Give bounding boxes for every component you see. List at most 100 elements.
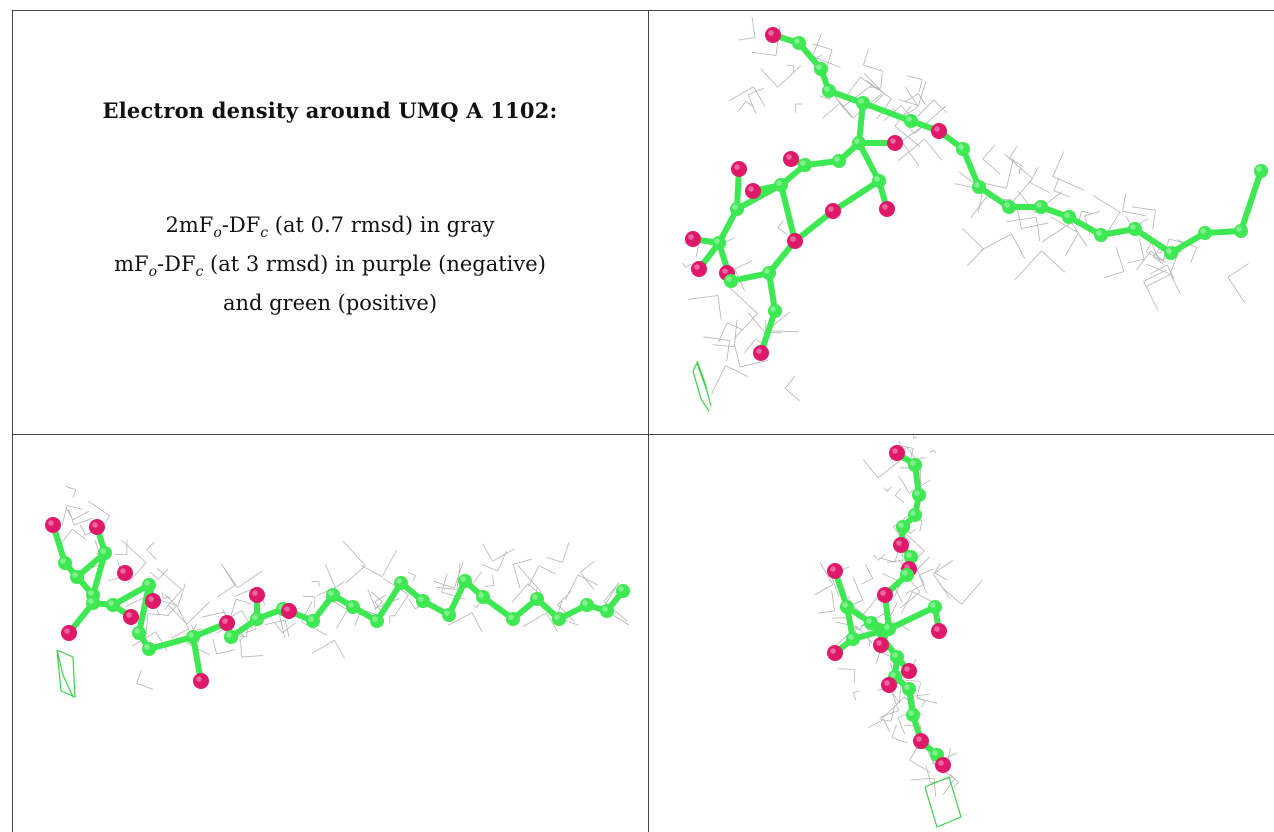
carbon-atom — [762, 266, 776, 280]
mesh-line — [1146, 274, 1171, 287]
atom-highlight — [786, 154, 792, 160]
mesh-line — [900, 445, 914, 449]
mesh-line — [734, 260, 753, 270]
mesh-line — [873, 554, 880, 561]
carbon-atom — [1198, 226, 1212, 240]
mesh-line — [733, 319, 738, 347]
atom-highlight — [134, 628, 140, 634]
carbon-atom — [416, 594, 430, 608]
mesh-line — [1081, 210, 1092, 214]
mesh-line — [777, 227, 788, 235]
atom-highlight — [890, 138, 896, 144]
mesh-line — [164, 594, 178, 607]
mesh-line — [79, 524, 87, 536]
mesh-line — [1041, 250, 1066, 273]
mesh-line — [933, 778, 936, 797]
mesh-line — [484, 585, 494, 587]
mesh-line — [441, 573, 448, 593]
mesh-line — [921, 700, 926, 708]
mesh-line — [733, 313, 758, 339]
mesh-line — [167, 605, 178, 616]
bond — [374, 580, 404, 624]
atom-highlight — [72, 572, 78, 578]
mesh-line — [264, 619, 286, 626]
mesh-line — [127, 562, 147, 583]
mesh-line — [336, 609, 348, 629]
carbon-atom — [832, 154, 846, 168]
mesh-line — [980, 233, 1012, 251]
mesh-line — [982, 144, 996, 160]
mesh-line — [891, 737, 908, 744]
atoms — [685, 27, 1268, 361]
mesh-line — [725, 283, 758, 314]
mesh-line — [877, 458, 902, 479]
carbon-atom — [908, 508, 922, 522]
mesh-line — [441, 591, 466, 600]
mesh-line — [512, 564, 521, 588]
mesh-line — [910, 777, 935, 781]
mesh-line — [819, 562, 834, 585]
mesh-line — [557, 590, 572, 605]
atom-highlight — [904, 666, 910, 672]
atom-highlight — [714, 238, 720, 244]
carbon-atom — [1034, 200, 1048, 214]
mesh-line — [751, 16, 756, 38]
mesh-line — [879, 710, 899, 718]
carbon-atom — [902, 682, 916, 696]
carbon-atom — [896, 520, 910, 534]
mesh-line — [734, 344, 741, 368]
mesh-line — [1115, 246, 1125, 272]
mesh-line — [603, 582, 620, 602]
mesh-line — [1122, 210, 1146, 217]
carbon-atom — [98, 546, 112, 560]
mesh-line — [738, 101, 747, 112]
atom-highlight — [120, 568, 126, 574]
mesh-line — [273, 622, 283, 634]
atom-highlight — [396, 578, 402, 584]
mesh-line — [682, 262, 686, 268]
atom-highlight — [770, 306, 776, 312]
mesh-line — [685, 264, 692, 268]
mesh-line — [145, 613, 149, 641]
mesh-line — [1104, 271, 1125, 279]
mesh-line — [217, 585, 236, 598]
mesh-line — [910, 528, 916, 534]
carbon-atom — [142, 642, 156, 656]
mesh-line — [967, 248, 984, 266]
mesh-line — [301, 621, 328, 636]
carbon-atom — [792, 36, 806, 50]
mesh-line — [934, 562, 941, 574]
mesh-line — [149, 571, 159, 580]
mesh-line — [744, 338, 757, 353]
carbon-atom — [326, 588, 340, 602]
mesh-line — [237, 570, 263, 589]
mesh-line — [818, 610, 835, 614]
atom-highlight — [1236, 226, 1242, 232]
atom-highlight — [688, 234, 694, 240]
atom-highlight — [842, 602, 848, 608]
atom-highlight — [892, 652, 898, 658]
mesh-line — [240, 639, 243, 658]
mesh-line — [408, 598, 416, 610]
carbon-atom — [822, 84, 836, 98]
mesh-line — [1021, 222, 1049, 230]
carbon-atom — [1062, 210, 1076, 224]
carbon-atom — [132, 626, 146, 640]
mesh-line — [901, 679, 920, 682]
atom-highlight — [1200, 228, 1206, 234]
carbon-atom — [908, 458, 922, 472]
mesh-line — [72, 510, 90, 521]
atom-highlight — [794, 38, 800, 44]
mesh-line — [739, 359, 769, 368]
mesh-line — [891, 724, 897, 738]
mesh-line — [747, 312, 766, 333]
mesh-line — [831, 590, 835, 611]
atom-highlight — [252, 590, 258, 596]
mesh-line — [895, 589, 904, 604]
carbon-atom — [912, 488, 926, 502]
mesh-line — [1016, 207, 1022, 229]
carbon-atom — [814, 62, 828, 76]
carbon-atom — [972, 180, 986, 194]
carbon-atom — [774, 178, 788, 192]
mesh-line — [1146, 263, 1171, 275]
